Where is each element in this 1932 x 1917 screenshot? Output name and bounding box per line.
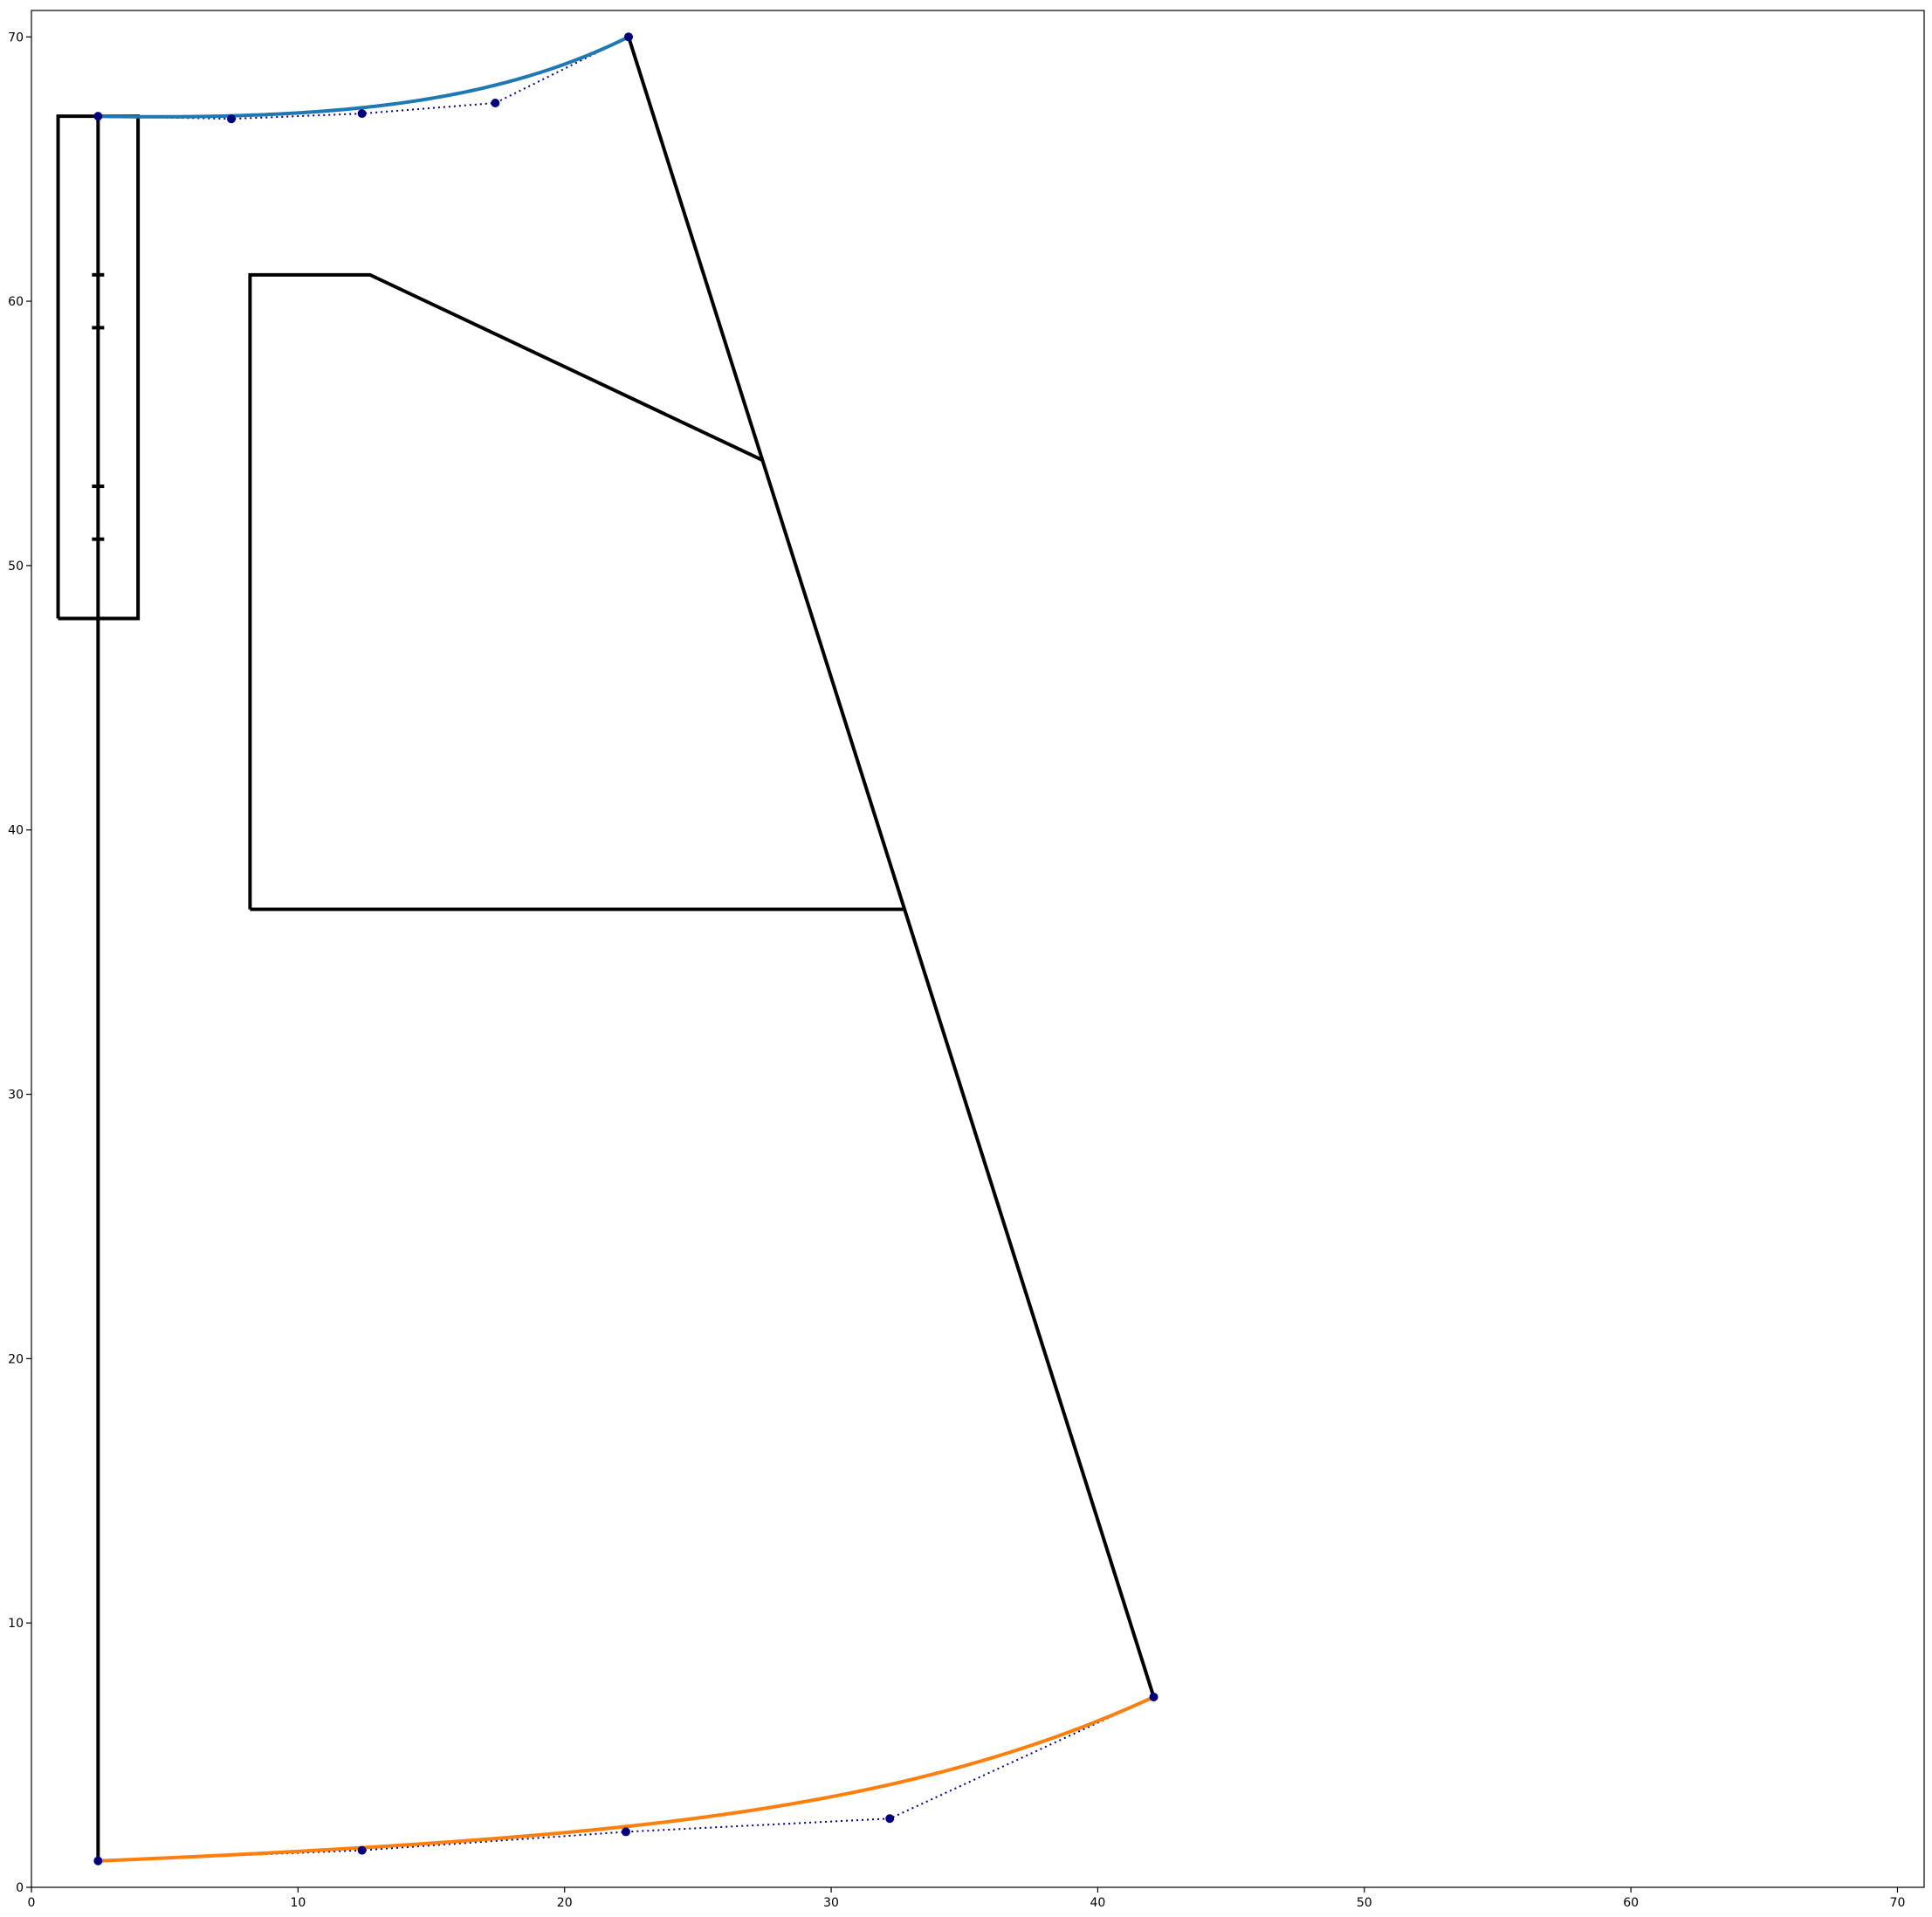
bezier-curves [98, 35, 1155, 1863]
x-tick-label: 10 [290, 1896, 306, 1910]
x-axis-ticks: 0 10 20 30 40 50 60 70 [28, 1887, 1906, 1910]
x-tick-label: 60 [1623, 1896, 1639, 1910]
bottom_curve [98, 1695, 1155, 1863]
y-axis-ticks: 0 10 20 30 40 50 60 70 [8, 31, 31, 1895]
x-tick-label: 40 [1090, 1896, 1105, 1910]
y-tick-label: 20 [8, 1352, 24, 1366]
y-tick-label: 40 [8, 824, 24, 838]
top_curve-control-point [93, 112, 103, 121]
x-tick-label: 0 [28, 1896, 36, 1910]
y-tick-label: 0 [16, 1881, 24, 1895]
top_curve-control-point [491, 98, 500, 107]
y-tick-label: 50 [8, 560, 24, 574]
bottom_curve-control-point [1149, 1692, 1159, 1701]
plot-area-frame [31, 10, 1925, 1888]
top_curve-control-point [227, 114, 237, 124]
outline-outer_edge [627, 36, 1156, 1698]
outline-shapes [56, 36, 1156, 1861]
top_curve-control-point [623, 32, 633, 42]
y-tick-label: 70 [8, 31, 24, 45]
bottom_curve-control-point [357, 1845, 367, 1855]
bottom_curve-control-point [93, 1856, 103, 1865]
bottom_curve-control-point [621, 1827, 630, 1837]
x-tick-label: 20 [557, 1896, 573, 1910]
control-points [93, 32, 1159, 1865]
outline-inner_panel [248, 272, 763, 910]
y-tick-label: 30 [8, 1089, 24, 1103]
top_curve [98, 35, 629, 119]
x-tick-label: 30 [823, 1896, 839, 1910]
y-tick-label: 10 [8, 1617, 24, 1631]
y-tick-label: 60 [8, 295, 24, 309]
x-tick-label: 50 [1357, 1896, 1372, 1910]
x-tick-label: 70 [1890, 1896, 1906, 1910]
bottom_curve-control-point [885, 1814, 895, 1824]
top_curve-control-point [357, 109, 367, 119]
